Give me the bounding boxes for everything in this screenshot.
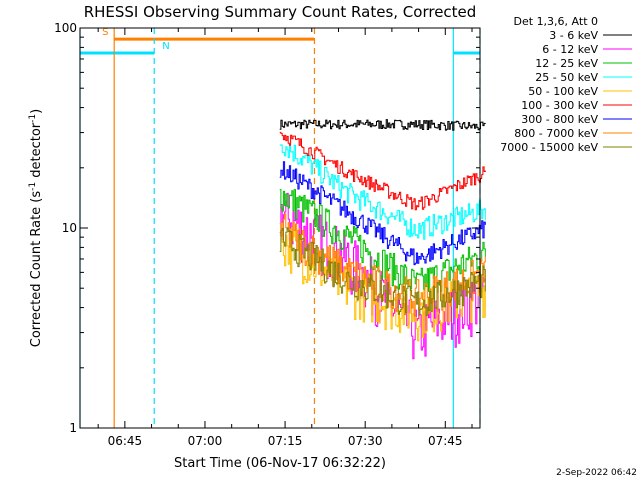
mode-label-N: N: [162, 41, 169, 52]
series-line-5: [279, 131, 486, 211]
x-tick-label-2: 07:15: [268, 434, 303, 448]
x-tick-label-1: 07:00: [188, 434, 223, 448]
x-axis-label: Start Time (06-Nov-17 06:32:22): [174, 456, 386, 471]
timestamp: 2-Sep-2022 06:42: [556, 468, 637, 478]
mode-label-S: S: [102, 27, 108, 38]
legend-label-6: 300 - 800 keV: [521, 113, 598, 126]
series-line-4: [279, 222, 486, 342]
series-line-3: [279, 144, 486, 240]
legend-label-5: 100 - 300 keV: [521, 99, 598, 112]
legend-label-2: 12 - 25 keV: [535, 57, 598, 70]
y-tick-label-0: 1: [69, 421, 77, 435]
chart-title: RHESSI Observing Summary Count Rates, Co…: [84, 3, 477, 21]
series-line-2: [279, 189, 486, 293]
x-tick-label-0: 06:45: [108, 434, 143, 448]
legend-label-1: 6 - 12 keV: [542, 43, 598, 56]
series-line-6: [279, 161, 486, 266]
legend-label-7: 800 - 7000 keV: [514, 127, 598, 140]
legend-header: Det 1,3,6, Att 0: [514, 15, 598, 28]
legend-label-0: 3 - 6 keV: [549, 29, 598, 42]
y-tick-label-2: 100: [54, 21, 77, 35]
legend-label-8: 7000 - 15000 keV: [500, 141, 598, 154]
series-line-8: [279, 227, 486, 316]
series-line-1: [279, 192, 486, 360]
x-tick-label-3: 07:30: [348, 434, 383, 448]
series-line-0: [279, 119, 486, 131]
x-tick-label-4: 07:45: [428, 434, 463, 448]
legend-label-3: 25 - 50 keV: [535, 71, 598, 84]
legend-label-4: 50 - 100 keV: [528, 85, 598, 98]
y-axis-label: Corrected Count Rate (s-1 detector-1): [28, 109, 44, 347]
y-tick-label-1: 10: [62, 221, 77, 235]
